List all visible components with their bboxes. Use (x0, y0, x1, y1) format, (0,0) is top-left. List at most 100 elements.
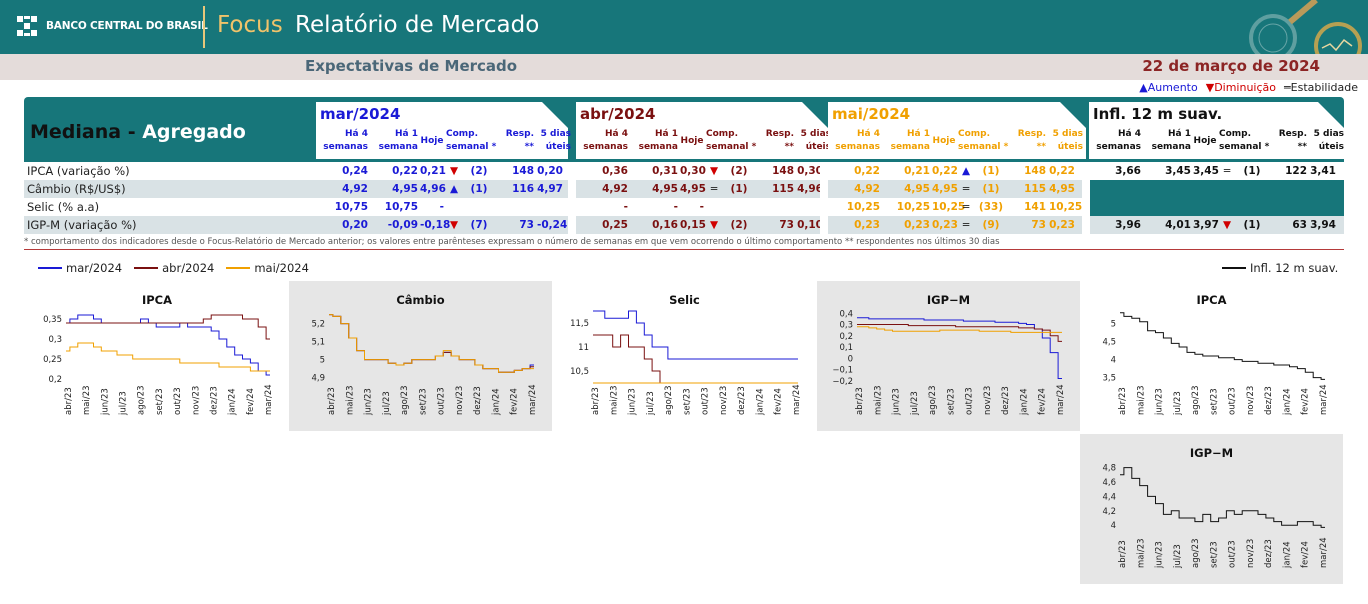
table-cell: ▼ (449, 219, 459, 231)
table-cell: 4,01 (1165, 219, 1191, 231)
x-tick-label: jan/24 (1282, 541, 1292, 569)
table-row: Selic (% a.a) 10,75 10,75- - - -10,25 10,25 10,… (24, 198, 1344, 216)
chart-title: IGP−M (1189, 446, 1234, 460)
x-tick-label: jan/24 (1282, 388, 1292, 416)
series-line (329, 314, 534, 373)
column-header-line: semana (1151, 142, 1191, 152)
table-cell: 3,45 (1165, 165, 1191, 177)
table-cell: 4,96 (797, 183, 823, 195)
y-tick-label: 0,3 (48, 335, 62, 345)
column-header-line: Há 1 (906, 129, 930, 139)
table-cell: 4,97 (537, 183, 563, 195)
series-line (857, 324, 1062, 342)
column-header-line: semana (890, 142, 930, 152)
y-tick-label: −0,2 (832, 377, 853, 387)
header-corner (1060, 102, 1086, 128)
empty-block (1089, 198, 1344, 216)
legend-infl: Infl. 12 m suav. (1250, 261, 1339, 275)
legend-swatch-abr (134, 267, 159, 269)
y-tick-label: 0,35 (43, 315, 62, 325)
column-header-line: Há 1 (654, 129, 678, 139)
x-tick-label: abr/23 (855, 387, 865, 415)
table-cell: -0,18 (420, 219, 451, 231)
column-header-line: 5 dias (540, 129, 571, 139)
y-tick-label: 0,25 (43, 355, 62, 365)
series-line (857, 326, 1062, 333)
series-line (329, 314, 534, 373)
legend-decrease: ▼Diminuição (1205, 81, 1277, 94)
row-label: IPCA (variação %) (27, 164, 130, 178)
table-cell: - (623, 201, 628, 213)
table-cell: 3,94 (1310, 219, 1336, 231)
column-header-line: 5 dias (800, 129, 831, 139)
x-tick-label: dez/23 (737, 386, 747, 415)
chart-canvas: 0,2 0,25 0,3 0,35 abr/23 mai/23 jun/23 jul/23 ag… (43, 314, 274, 416)
x-tick-label: nov/23 (455, 386, 465, 415)
column-header-line: Resp. (1278, 129, 1307, 139)
column-header-line: Há 1 (1167, 129, 1191, 139)
x-tick-label: jan/24 (228, 388, 238, 416)
table-cell: 4,95 (932, 183, 958, 195)
x-tick-label: abr/23 (591, 387, 601, 415)
column-header-line: semana (378, 142, 418, 152)
y-tick-label: 4,4 (1102, 492, 1116, 502)
chart-4: IGP−M −0,2 −0,1 0 0,1 0,2 0,3 0,4 abr/23 mai/23 ju… (817, 281, 1080, 431)
column-header-line: Resp. (1017, 129, 1046, 139)
series-line (593, 310, 798, 360)
table-cell: 4,92 (854, 183, 880, 195)
table-cell: (1) (982, 165, 1000, 177)
column-header-line: semanas (835, 142, 880, 152)
group-header-0: mar/2024 Há 4 semanas Há 1 semana Hoje Comp. se… (316, 102, 571, 159)
chart-canvas: −0,2−0,1 00,10,20,3 0,4 abr/23 mai/23 jun/23 j… (832, 309, 1066, 416)
column-header-line: semanal * (706, 142, 757, 152)
y-tick-label: 3,5 (1102, 374, 1116, 384)
table-cell: 0,23 (904, 219, 930, 231)
y-tick-label: 4,8 (1102, 464, 1116, 474)
median-table: Mediana - Agregado mar/2024 Há 4 semanas Há… (24, 97, 1344, 250)
column-header-line: Hoje (1193, 136, 1217, 146)
legend-stable: ═Estabilidade (1284, 81, 1358, 94)
column-header-line: ** (524, 142, 534, 152)
x-tick-label: mar/24 (792, 384, 802, 415)
x-tick-label: dez/23 (1001, 386, 1011, 415)
column-header-line: Resp. (765, 129, 794, 139)
series-line (1120, 467, 1325, 528)
table-cell: 10,25 (932, 201, 966, 213)
x-tick-label: jan/24 (755, 388, 765, 416)
series-line (66, 314, 270, 376)
series-line (329, 314, 534, 373)
divider-line (24, 249, 1344, 250)
y-tick-label: 11,5 (570, 319, 589, 329)
table-cell: 4,95 (392, 183, 418, 195)
header-corner (802, 102, 828, 128)
column-header-line: ** (1297, 142, 1307, 152)
column-header-line: Comp. (958, 129, 991, 139)
subtitle: Expectativas de Mercado (305, 57, 518, 75)
column-header-line: Hoje (420, 136, 444, 146)
legend-increase: ▲Aumento (1139, 81, 1198, 94)
table-cell: ▲ (449, 183, 459, 195)
table-cell: ═ (962, 201, 970, 213)
magnifier-chart-icon (1249, 0, 1362, 54)
top-header-bar: BANCO CENTRAL DO BRASIL Focus Relatório … (0, 0, 1368, 54)
table-cell: - (673, 201, 678, 213)
y-tick-label: 5,1 (311, 338, 325, 348)
table-cell: 0,22 (392, 165, 418, 177)
bcb-logo[interactable]: BANCO CENTRAL DO BRASIL (14, 12, 208, 40)
row-label: Câmbio (R$/US$) (27, 182, 126, 196)
table-cell: ▲ (961, 165, 971, 177)
table-cell: 4,95 (904, 183, 930, 195)
column-header-line: Há 4 (604, 129, 628, 139)
legend-mai: mai/2024 (254, 261, 309, 275)
table-cell: 10,75 (334, 201, 368, 213)
table-title: Mediana - Agregado (30, 121, 246, 143)
table-cell: (1) (1243, 219, 1261, 231)
x-tick-label: set/23 (1209, 541, 1219, 568)
table-cell: 0,36 (602, 165, 628, 177)
x-tick-label: jun/23 (1155, 541, 1165, 569)
table-cell: ═ (962, 183, 970, 195)
table-cell: (1) (470, 183, 488, 195)
bcb-emblem-icon (14, 13, 40, 39)
column-header: Resp. ** (1016, 128, 1046, 154)
x-tick-label: jul/23 (382, 391, 392, 416)
